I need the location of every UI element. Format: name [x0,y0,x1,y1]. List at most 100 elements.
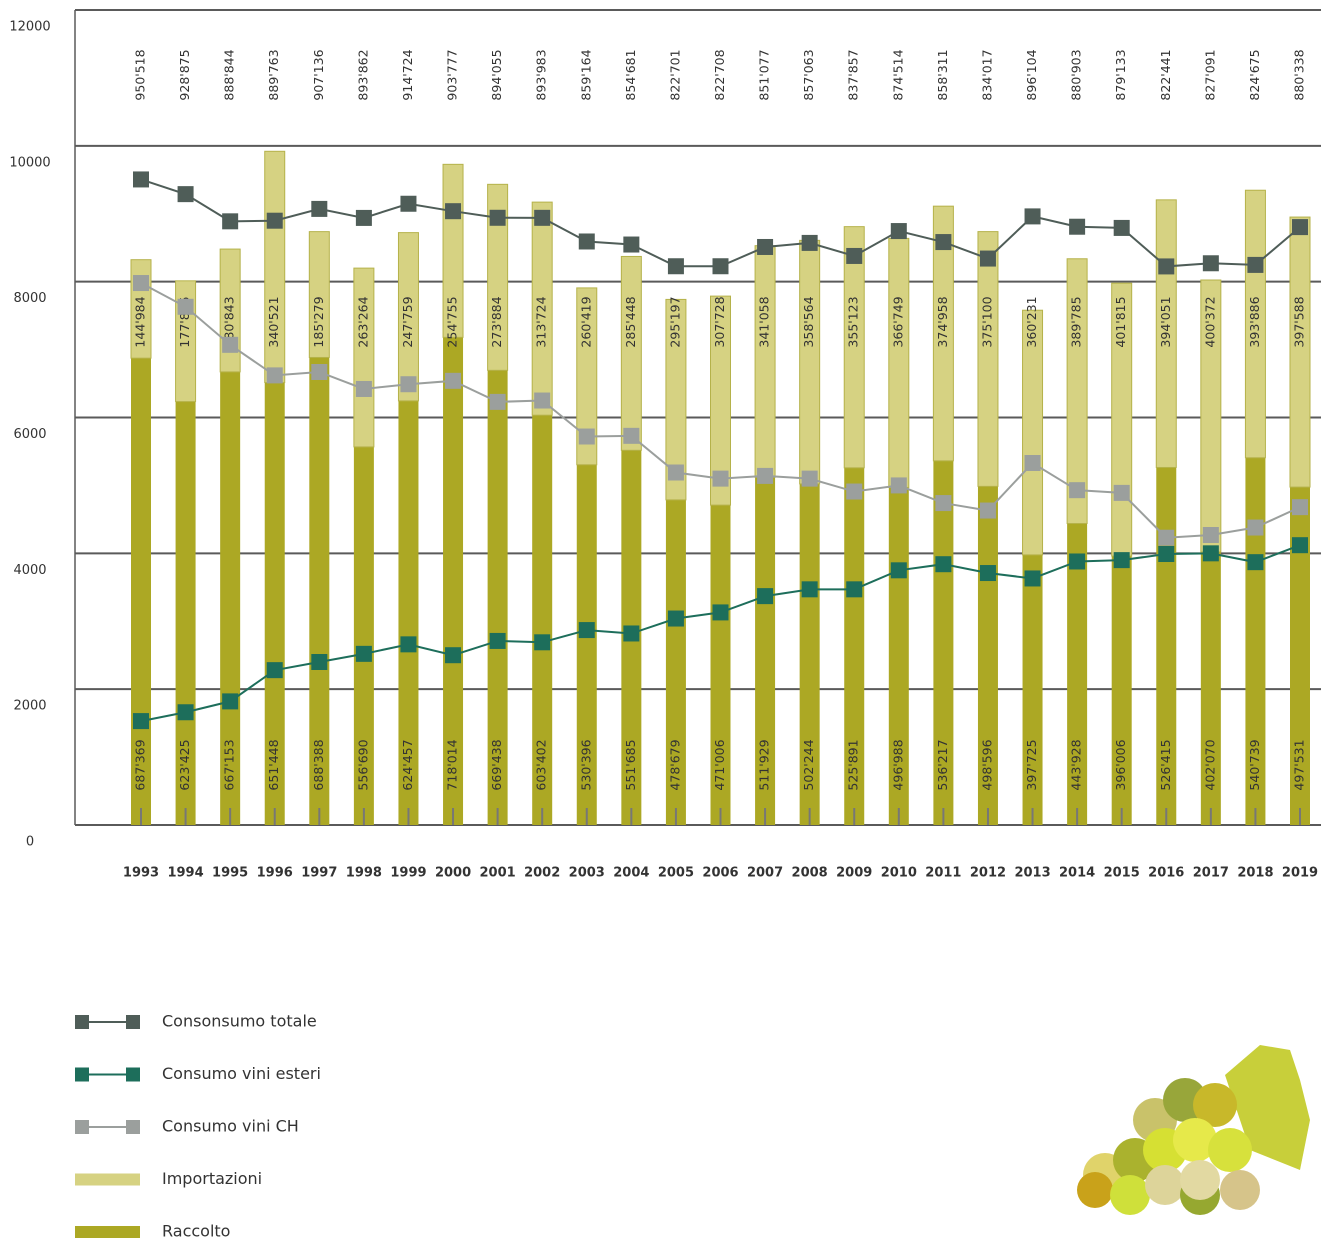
line-marker [178,299,194,315]
y-tick-label: 4000 [13,563,46,578]
line-marker [178,186,194,202]
legend-label: Consonsumo totale [162,1012,317,1031]
x-tick-label: 2014 [1059,866,1095,881]
value-label: 397'725 [1024,739,1039,790]
x-tick-label: 2012 [970,866,1006,881]
x-tick-label: 2010 [881,866,917,881]
line-marker [713,604,729,620]
value-label: 502'244 [801,739,816,790]
x-tick-label: 2008 [792,866,828,881]
line-marker [802,581,818,597]
line-marker [668,258,684,274]
line-marker [1292,219,1308,235]
x-tick-label: 2001 [480,866,516,881]
value-label: 907'136 [311,49,326,100]
line-marker [1025,208,1041,224]
line-marker [1247,520,1263,536]
bar [621,256,641,450]
line-marker [1158,530,1174,546]
line-marker [445,203,461,219]
value-label: 375'100 [979,296,994,347]
y-tick-label: 12000 [9,20,50,35]
legend-label: Consumo vini esteri [162,1064,321,1083]
value-label: 401'815 [1113,296,1128,347]
line-marker [445,647,461,663]
value-label: 857'063 [801,49,816,100]
value-label: 624'457 [400,739,415,790]
line-marker [490,633,506,649]
line-marker [579,622,595,638]
legend-marker [126,1120,140,1134]
value-label: 536'217 [935,739,950,790]
value-label: 471'006 [712,739,727,790]
line-marker [980,565,996,581]
x-tick-label: 2003 [569,866,605,881]
bar [354,268,374,447]
value-label: 366'749 [890,296,905,347]
value-label: 263'264 [355,296,370,347]
line-marker [445,373,461,389]
line-marker [935,234,951,250]
x-tick-label: 2007 [747,866,783,881]
line-marker [178,704,194,720]
line-marker [534,634,550,650]
line-marker [133,171,149,187]
line-marker [757,468,773,484]
value-label: 307'728 [712,296,727,347]
line-marker [846,484,862,500]
legend-swatch [75,1226,140,1238]
line-marker [1292,537,1308,553]
line-marker [802,471,818,487]
line-marker [1069,219,1085,235]
line-marker [133,713,149,729]
value-label: 688'388 [311,739,326,790]
line-marker [311,201,327,217]
value-label: 889'763 [266,49,281,100]
y-tick-label: 2000 [13,699,46,714]
line-marker [713,471,729,487]
value-label: 894'055 [489,49,504,100]
x-tick-label: 1995 [212,866,248,881]
line-marker [222,693,238,709]
value-label: 341'058 [757,296,772,347]
x-tick-label: 2000 [435,866,471,881]
value-label: 273'884 [489,296,504,347]
value-label: 893'983 [534,49,549,100]
value-label: 896'104 [1024,49,1039,100]
value-label: 285'448 [623,296,638,347]
line-marker [668,465,684,481]
line-marker [356,381,372,397]
value-label: 834'017 [979,49,994,100]
value-label: 525'891 [846,739,861,790]
value-label: 880'903 [1069,49,1084,100]
line-marker [980,251,996,267]
bar [755,246,775,478]
value-label: 295'197 [667,296,682,347]
value-label: 928'875 [177,49,192,100]
line-marker [267,367,283,383]
value-label: 903'777 [445,49,460,100]
line-marker [668,611,684,627]
bar [889,238,909,487]
line-marker [1203,545,1219,561]
line-marker [1069,553,1085,569]
line-marker [490,394,506,410]
line-marker [980,503,996,519]
x-tick-label: 1994 [167,866,203,881]
line-marker [846,581,862,597]
value-label: 837'857 [846,49,861,100]
value-label: 851'077 [757,49,772,100]
line-marker [623,625,639,641]
value-label: 822'708 [712,49,727,100]
line-marker [311,364,327,380]
y-tick-label: 8000 [13,291,46,306]
value-label: 389'785 [1069,296,1084,347]
value-label: 914'724 [400,49,415,100]
value-label: 478'679 [667,739,682,790]
value-label: 623'425 [177,739,192,790]
x-tick-label: 2009 [836,866,872,881]
value-label: 511'929 [757,739,772,790]
legend-marker [75,1120,89,1134]
legend-marker [126,1015,140,1029]
value-label: 893'862 [355,49,370,100]
